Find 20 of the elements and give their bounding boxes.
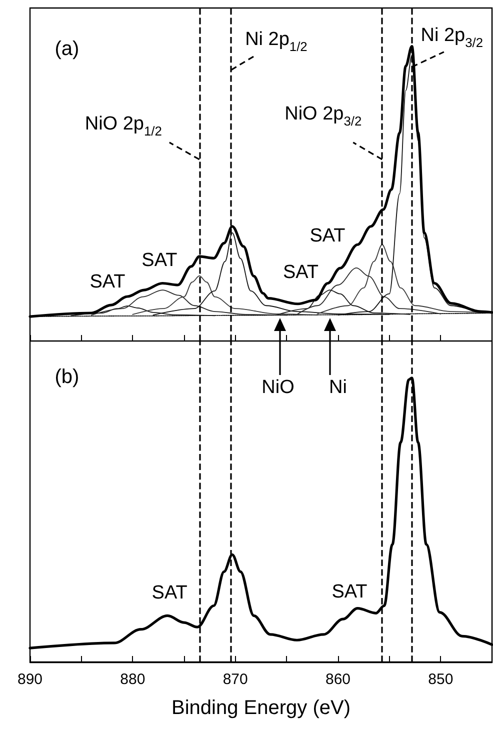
- x-tick-label: 890: [17, 671, 43, 688]
- annotation: SAT: [142, 250, 178, 272]
- annotation: SAT: [332, 581, 368, 602]
- x-tick-label: 860: [325, 671, 351, 688]
- annotation: SAT: [310, 226, 346, 247]
- x-axis-title: Binding Energy (eV): [172, 697, 350, 719]
- annotation: SAT: [90, 272, 126, 293]
- annotation: Ni 2p$_{1/2}$: [245, 28, 308, 54]
- annotation: NiO 2p$_{3/2}$: [284, 103, 362, 128]
- annotation: Ni 2p$_{3/2}$: [420, 24, 484, 50]
- annotation: (b): [54, 366, 80, 388]
- annotation: NiO: [262, 377, 294, 398]
- annotation: SAT: [282, 262, 319, 284]
- annotation: SAT: [152, 582, 188, 604]
- annotation: (a): [54, 38, 80, 60]
- x-tick-label: 870: [222, 671, 248, 688]
- x-tick-label: 880: [120, 671, 146, 688]
- annotation: Ni: [329, 377, 347, 398]
- x-tick-label: 850: [428, 671, 454, 688]
- annotation: NiO 2p$_{1/2}$: [84, 113, 162, 138]
